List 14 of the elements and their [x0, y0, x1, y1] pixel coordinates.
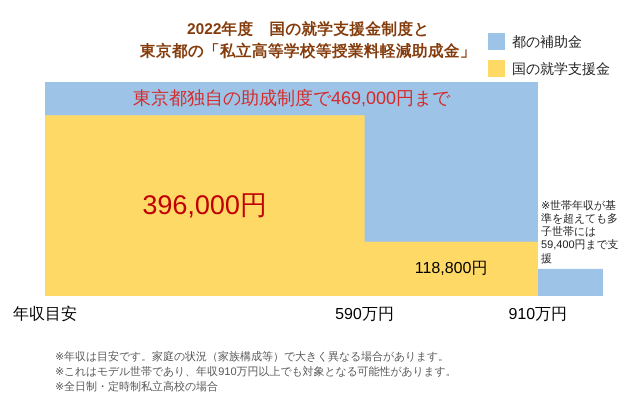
legend-label: 国の就学支援金	[512, 60, 610, 76]
annotation: ※年収は目安です。家庭の状況（家族構成等）で大きく異なる場合があります。	[55, 351, 450, 365]
x-tick-label: 590万円	[335, 305, 394, 325]
x-tick-label: 910万円	[508, 305, 568, 325]
data-label: 396,000円	[142, 188, 267, 222]
annotation: ※これはモデル世帯であり、年収910万円以上でも対象となる可能性があります。	[55, 366, 457, 380]
data-label: 東京都独自の助成制度で469,000円まで	[132, 87, 450, 110]
chart-title: 2022年度 国の就学支援金制度と	[187, 20, 430, 40]
annotation: ※全日制・定時制私立高校の場合	[55, 381, 218, 395]
chart-subtitle: 東京都の「私立高等学校等授業料軽減助成金」	[140, 42, 476, 62]
legend-label: 都の補助金	[512, 33, 582, 50]
x-axis-title: 年収目安	[13, 305, 77, 325]
data-label: ※世帯年収が基準を超えても多子世帯には59,400円まで支援	[540, 200, 620, 266]
data-label: 118,800円	[414, 258, 488, 279]
